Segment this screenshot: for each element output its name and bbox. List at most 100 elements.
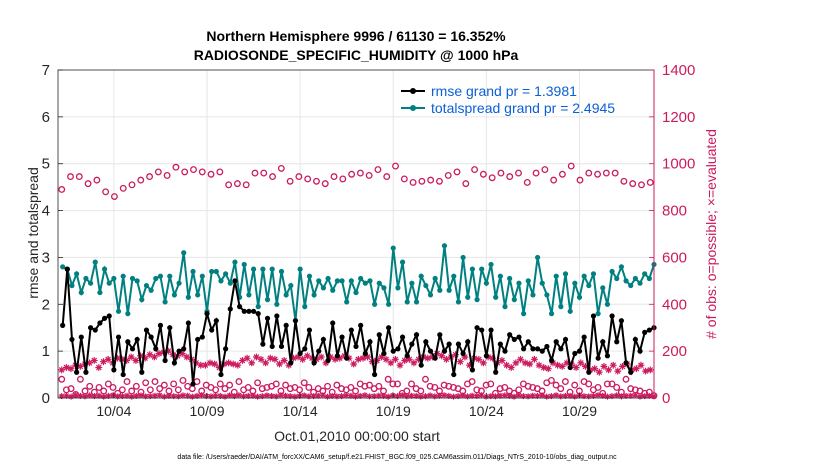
- obs-evaluated-marker: [492, 393, 499, 400]
- obs-evaluated-marker: [544, 365, 552, 373]
- totalspread-point: [516, 280, 522, 286]
- rmse-point: [246, 308, 252, 314]
- obs-evaluated-marker: [637, 361, 645, 369]
- obs-evaluated-marker: [361, 392, 368, 399]
- obs-evaluated-marker: [633, 365, 640, 373]
- obs-evaluated-marker: [627, 392, 634, 399]
- obs-evaluated-marker: [529, 392, 536, 399]
- obs-evaluated-marker: [76, 363, 84, 370]
- obs-evaluated-marker: [266, 354, 274, 362]
- totalspread-point: [479, 266, 485, 272]
- obs-possible-marker: [132, 382, 140, 390]
- obs-evaluated-marker: [138, 392, 144, 399]
- obs-evaluated-marker: [96, 392, 102, 399]
- rmse-point: [64, 266, 70, 272]
- rmse-point: [87, 325, 94, 331]
- obs-evaluated-marker: [114, 393, 121, 400]
- obs-evaluated-marker: [127, 353, 135, 361]
- rmse-point: [153, 346, 159, 352]
- rmse-point: [600, 339, 606, 345]
- obs-evaluated-marker: [543, 393, 550, 400]
- obs-evaluated-marker: [254, 393, 261, 400]
- obs-evaluated-marker: [170, 393, 177, 400]
- totalspread-point: [250, 266, 257, 272]
- obs-possible-marker: [361, 382, 369, 390]
- totalspread-point: [101, 266, 108, 272]
- rmse-point: [302, 346, 308, 352]
- axes: 10/04 10/09 10/14 10/19 10/24 10/29 0 1 2 3 4 5 6 7 0 2…: [42, 62, 696, 419]
- obs-possible-marker: [567, 162, 575, 170]
- obs-possible-marker: [558, 170, 566, 178]
- rmse-point: [362, 350, 368, 357]
- y-right-tick-label: 800: [662, 203, 687, 220]
- legend-entry: totalspread grand pr = 2.4945: [431, 100, 615, 116]
- obs-possible-marker: [212, 386, 220, 394]
- totalspread-line: [62, 245, 655, 321]
- totalspread-point: [339, 278, 345, 284]
- obs-possible-marker: [277, 164, 285, 172]
- obs-evaluated-marker: [506, 392, 513, 399]
- obs-possible-marker: [384, 375, 392, 383]
- obs-evaluated-marker: [212, 392, 219, 399]
- obs-evaluated-marker: [553, 392, 560, 399]
- rmse-point: [521, 346, 527, 352]
- obs-possible-marker: [207, 170, 215, 178]
- obs-evaluated-marker: [371, 393, 378, 400]
- totalspread-point: [87, 280, 94, 286]
- obs-possible-marker: [541, 166, 549, 174]
- totalspread-point: [106, 280, 112, 286]
- obs-evaluated-marker: [67, 365, 75, 373]
- obs-evaluated-marker: [438, 352, 446, 360]
- y-axis-right-label: # of obs: o=possible; ×=evaluated: [703, 129, 719, 339]
- rmse-point: [134, 336, 140, 343]
- obs-possible-marker: [479, 170, 487, 178]
- rmse-point: [167, 325, 173, 331]
- rmse-point: [469, 367, 476, 373]
- obs-evaluated-marker: [586, 366, 594, 374]
- totalspread-point: [358, 275, 364, 282]
- obs-evaluated-marker: [613, 392, 620, 399]
- obs-possible-marker: [576, 176, 584, 184]
- obs-evaluated-marker: [202, 361, 209, 369]
- totalspread-point: [157, 273, 164, 279]
- obs-evaluated-marker: [303, 352, 311, 360]
- obs-evaluated-marker: [375, 392, 382, 399]
- obs-evaluated-marker: [521, 359, 529, 367]
- totalspread-point: [283, 292, 289, 298]
- rmse-point: [399, 334, 406, 340]
- legend-marker: [410, 88, 416, 94]
- rmse-point: [204, 311, 210, 317]
- rmse-point: [227, 306, 233, 312]
- totalspread-point: [92, 259, 98, 265]
- rmse-point: [353, 343, 359, 350]
- obs-possible-marker: [225, 181, 233, 189]
- obs-evaluated-marker: [582, 363, 589, 370]
- obs-possible-marker: [67, 173, 74, 181]
- obs-evaluated-marker: [305, 393, 312, 400]
- y-right-tick-label: 400: [662, 296, 687, 313]
- totalspread-point: [623, 278, 629, 284]
- totalspread-point: [297, 266, 303, 272]
- rmse-point: [283, 322, 289, 328]
- obs-possible-marker: [571, 381, 579, 389]
- rmse-point: [623, 360, 629, 366]
- obs-evaluated-marker: [197, 361, 205, 369]
- obs-possible-marker: [427, 176, 435, 184]
- legend-entry: rmse grand pr = 1.3981: [431, 83, 577, 99]
- obs-evaluated-marker: [405, 355, 413, 363]
- totalspread-point: [376, 280, 382, 286]
- obs-possible-marker: [445, 382, 453, 390]
- rmse-point: [264, 315, 271, 321]
- obs-evaluated-marker: [82, 393, 88, 400]
- obs-evaluated-marker: [63, 364, 70, 371]
- totalspread-point: [455, 299, 462, 305]
- obs-possible-marker: [473, 386, 481, 394]
- rmse-point: [385, 325, 392, 331]
- totalspread-point: [548, 311, 555, 317]
- obs-evaluated-marker: [417, 393, 424, 400]
- obs-evaluated-marker: [557, 393, 564, 400]
- obs-evaluated-marker: [646, 366, 654, 374]
- rmse-point: [358, 322, 364, 328]
- obs-evaluated-marker: [77, 392, 84, 399]
- obs-evaluated-marker: [290, 354, 297, 362]
